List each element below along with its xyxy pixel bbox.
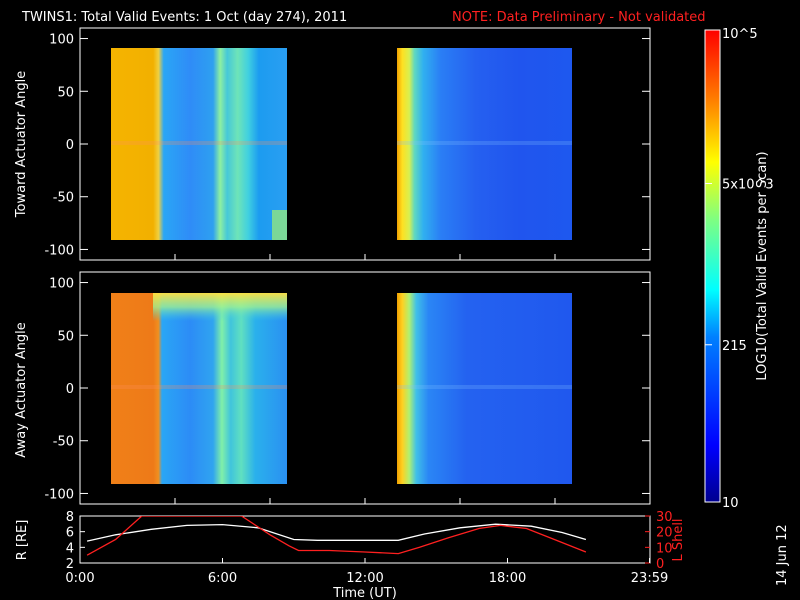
- time-tick-label: 0:00: [65, 571, 94, 586]
- colorbar-label: LOG10(Total Valid Events per Scan): [755, 151, 770, 380]
- away-y-ticks: 100 50 0 -50 -100: [44, 277, 650, 504]
- r-tick-label: 2: [66, 557, 74, 572]
- away-tick-label: 100: [49, 277, 74, 292]
- toward-data-block-2: [397, 48, 572, 240]
- toward-tick-label: -50: [53, 191, 74, 206]
- toward-data-block-1: [111, 48, 287, 240]
- toward-corner-patch: [272, 210, 287, 240]
- r-tick-label: 4: [66, 541, 74, 556]
- away-zero-angle-stripe-1: [111, 385, 287, 389]
- preliminary-note: NOTE: Data Preliminary - Not validated: [452, 10, 706, 25]
- away-top-enhancement: [153, 293, 287, 321]
- away-ylabel: Away Actuator Angle: [14, 322, 29, 457]
- time-tick-label: 23:59: [631, 571, 668, 586]
- orbit-axes-frame: [79, 515, 651, 564]
- toward-y-ticks: 100 50 0 -50 -100: [44, 33, 650, 260]
- time-axis-ticks: 0:00 6:00 12:00 18:00 23:59: [65, 558, 668, 586]
- l-shell-axis-label: L Shell: [671, 518, 686, 561]
- colorbar-tick-label: 5x10^3: [722, 178, 774, 193]
- colorbar-tick-label: 10^5: [722, 27, 758, 42]
- away-zero-angle-stripe-2: [397, 385, 572, 389]
- r-tick-label: 8: [66, 510, 74, 525]
- time-tick-label: 6:00: [208, 571, 237, 586]
- toward-tick-label: -100: [44, 243, 74, 258]
- l-shell-line: [86, 516, 587, 556]
- l-shell-tick-label: 30: [656, 510, 673, 525]
- l-shell-tick-label: 20: [656, 526, 673, 541]
- radial-distance-line: [86, 523, 587, 542]
- r-axis-label: R [RE]: [15, 520, 30, 561]
- colorbar-ticks: 10 215 5x10^3 10^5: [705, 27, 774, 511]
- l-shell-tick-label: 10: [656, 541, 673, 556]
- colorbar-gradient: [705, 30, 720, 502]
- toward-zero-angle-stripe-2: [397, 141, 572, 145]
- colorbar-frame: [704, 29, 721, 503]
- r-tick-label: 6: [66, 526, 74, 541]
- toward-tick-label: 50: [57, 85, 74, 100]
- toward-zero-angle-stripe-1: [111, 141, 287, 145]
- time-tick-label: 12:00: [346, 571, 383, 586]
- toward-panel: 100 50 0 -50 -100 Toward Actuator Angle: [14, 27, 651, 261]
- toward-tick-label: 0: [66, 138, 74, 153]
- away-data-block-1: [111, 293, 287, 484]
- toward-ylabel: Toward Actuator Angle: [14, 71, 29, 218]
- l-shell-tick-label: 0: [656, 557, 664, 572]
- chart-title: TWINS1: Total Valid Events: 1 Oct (day 2…: [21, 10, 347, 25]
- time-tick-label: 18:00: [489, 571, 526, 586]
- away-tick-label: 50: [57, 329, 74, 344]
- away-panel: 100 50 0 -50 -100 Away Actuator Angle: [14, 271, 651, 505]
- away-tick-label: 0: [66, 382, 74, 397]
- time-axis-label: Time (UT): [332, 586, 397, 600]
- toward-tick-label: 100: [49, 33, 74, 48]
- colorbar-tick-label: 10: [722, 496, 739, 511]
- away-data-block-2: [397, 293, 572, 484]
- away-tick-label: -50: [53, 435, 74, 450]
- colorbar-tick-label: 215: [722, 339, 747, 354]
- away-tick-label: -100: [44, 487, 74, 502]
- orbit-series: [86, 516, 587, 556]
- colorbar: 10 215 5x10^3 10^5 LOG10(Total Valid Events…: [704, 27, 774, 511]
- date-stamp: 14 Jun 12: [775, 524, 790, 586]
